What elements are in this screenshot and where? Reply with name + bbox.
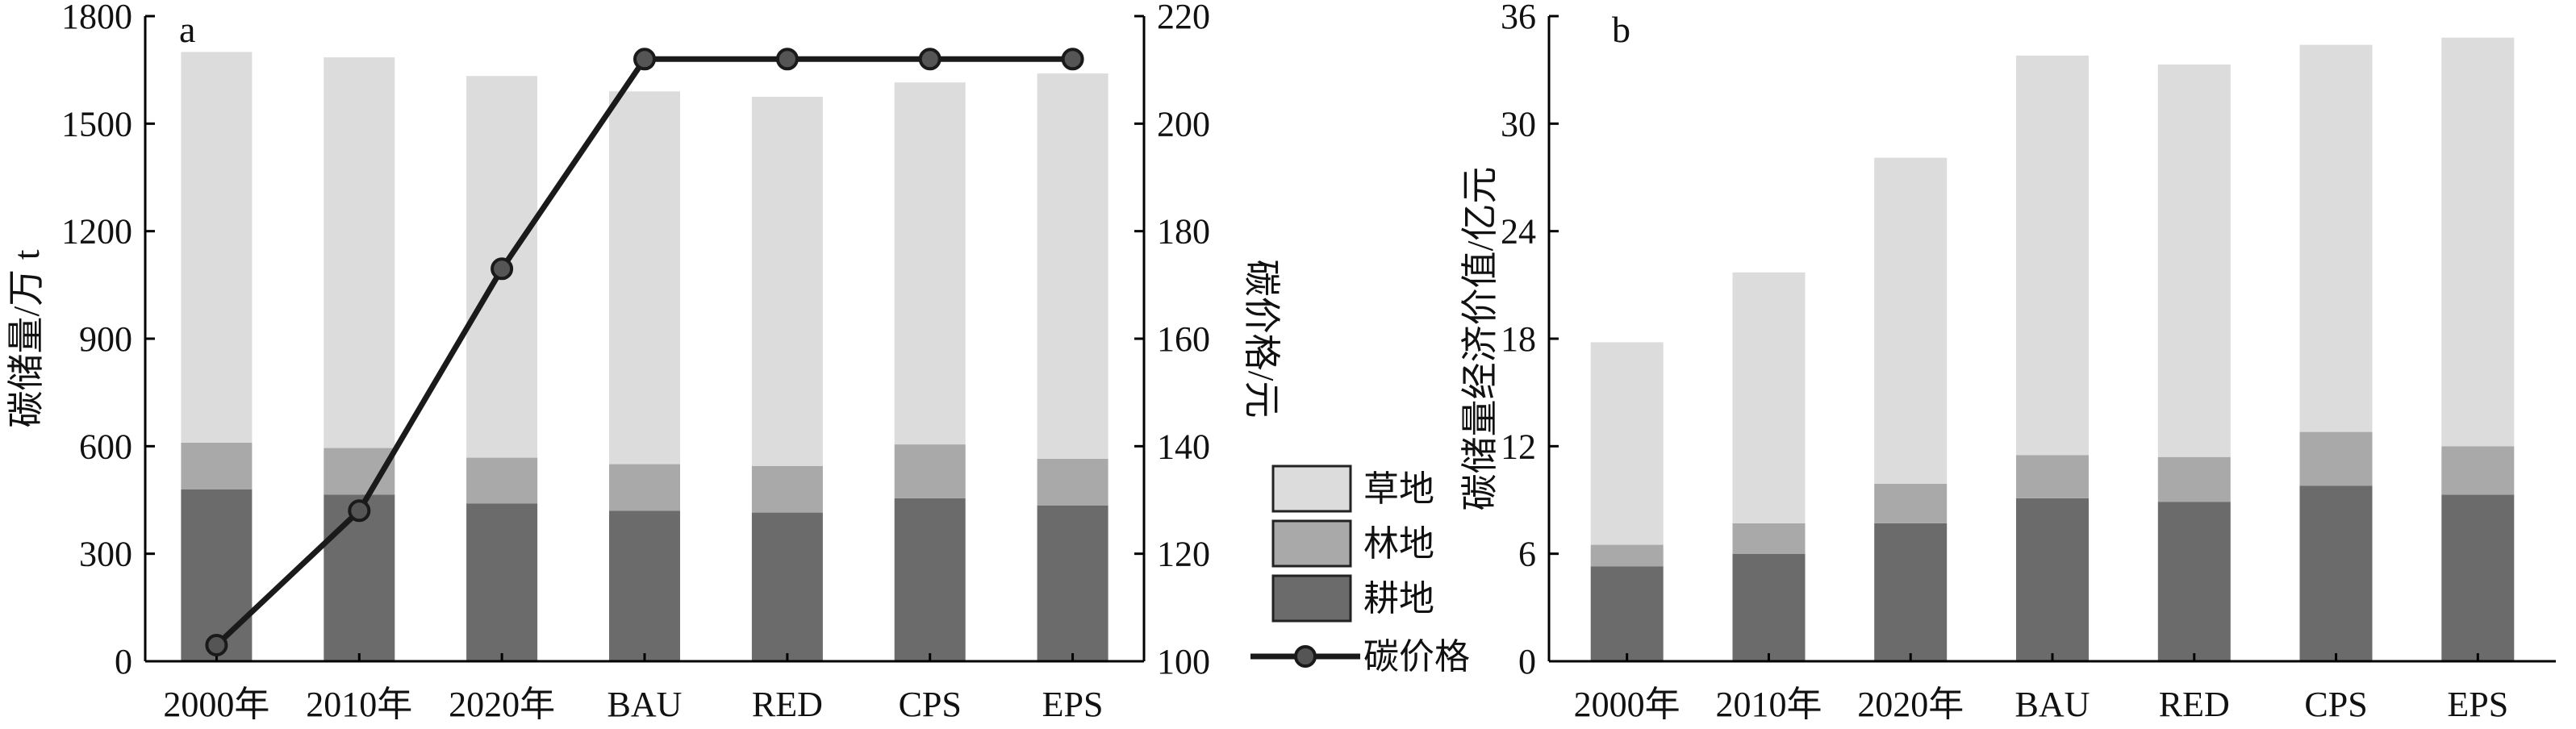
panel-b-chart: 0 6 12 18 24 30 36 2000年 2010年 2020年 BAU RED CPS EPS b…	[1459, 0, 2556, 724]
bar-panel-b-cat0-series0	[1590, 566, 1664, 661]
x-tick-label: RED	[752, 685, 823, 724]
y-tick-label-left: 600	[79, 427, 132, 466]
y-tick-label-left: 18	[1501, 319, 1536, 359]
legend-label-0: 草地	[1363, 469, 1434, 509]
bar-panel-a-cat6-series2	[1037, 73, 1108, 459]
bar-panel-b-cat1-series0	[1732, 553, 1806, 661]
bar-panel-b-cat3-series0	[2016, 498, 2089, 661]
carbon-price-point	[775, 48, 799, 71]
bar-panel-b-cat5-series1	[2299, 431, 2373, 486]
x-tick-label: 2010年	[1715, 685, 1822, 724]
x-tick-label: 2020年	[1857, 685, 1964, 724]
y-tick-label-left: 1800	[61, 0, 132, 36]
y-tick-label-left: 36	[1501, 0, 1536, 36]
y-axis-label-left: 碳储量/万 t	[6, 249, 47, 427]
bar-panel-a-cat5-series1	[894, 444, 966, 498]
carbon-price-point	[918, 48, 941, 71]
bar-panel-a-cat0-series1	[181, 442, 253, 489]
legend-label-1: 林地	[1363, 524, 1434, 564]
bar-panel-b-cat1-series1	[1732, 523, 1806, 554]
x-tick-label: 2010年	[306, 685, 412, 724]
bar-panel-b-cat2-series0	[1874, 523, 1948, 661]
legend-swatch-1	[1271, 519, 1352, 568]
bar-panel-a-cat2-series1	[466, 457, 538, 504]
y-tick-label-left: 300	[79, 535, 132, 574]
legend-swatch-0	[1271, 464, 1352, 513]
bar-panel-b-cat3-series1	[2016, 455, 2089, 498]
y-axis-label-left: 碳储量经济价值/亿元	[1459, 167, 1501, 511]
y-tick-label-right: 180	[1157, 212, 1210, 252]
carbon-price-point	[1061, 48, 1084, 71]
bar-panel-b-cat0-series1	[1590, 544, 1664, 567]
bar-panel-a-cat3-series1	[609, 464, 680, 511]
y-tick-label-left: 0	[1518, 642, 1536, 681]
bar-panel-b-cat2-series2	[1874, 157, 1948, 484]
bar-panel-a-cat4-series1	[751, 465, 823, 513]
bar-panel-b-cat5-series2	[2299, 44, 2373, 432]
x-tick-label: EPS	[2447, 685, 2508, 724]
y-tick-label-right: 160	[1157, 319, 1210, 359]
bar-panel-a-cat5-series2	[894, 82, 966, 445]
bar-panel-a-cat1-series0	[324, 494, 395, 661]
bar-panel-a-cat6-series1	[1037, 458, 1108, 506]
legend-label-3: 碳价格	[1363, 637, 1470, 677]
bar-panel-a-cat3-series2	[609, 91, 680, 464]
bar-panel-b-cat3-series2	[2016, 55, 2089, 456]
bar-panel-b-cat6-series2	[2441, 37, 2515, 447]
bar-panel-b-cat6-series0	[2441, 494, 2515, 661]
x-tick-label: RED	[2159, 685, 2230, 724]
carbon-price-point	[491, 257, 514, 281]
y-tick-label-left: 1500	[61, 104, 132, 144]
bar-panel-a-cat0-series2	[181, 52, 253, 443]
bar-panel-a-cat5-series0	[894, 498, 966, 661]
y-tick-label-left: 900	[79, 319, 132, 359]
y-tick-label-left: 1200	[61, 212, 132, 252]
bar-panel-b-cat4-series2	[2157, 65, 2231, 457]
y-tick-label-left: 24	[1501, 212, 1536, 252]
y-axis-label-right: 碳价格/元	[1241, 260, 1282, 419]
x-tick-label: 2000年	[1574, 685, 1680, 724]
legend-swatch-2	[1271, 574, 1352, 623]
bar-panel-b-cat2-series1	[1874, 484, 1948, 523]
bar-panel-a-cat1-series2	[324, 57, 395, 448]
x-tick-label: 2020年	[449, 685, 555, 724]
y-tick-label-right: 220	[1157, 0, 1210, 36]
y-tick-label-right: 140	[1157, 427, 1210, 466]
bar-panel-b-cat5-series0	[2299, 485, 2373, 661]
x-tick-label: CPS	[2304, 685, 2367, 724]
carbon-price-point	[633, 48, 656, 71]
bar-panel-b-cat4-series0	[2157, 502, 2231, 661]
bar-panel-a-cat0-series0	[181, 489, 253, 661]
y-tick-label-right: 120	[1157, 535, 1210, 574]
x-tick-label: EPS	[1042, 685, 1104, 724]
legend-label-2: 耕地	[1363, 579, 1434, 619]
y-tick-label-left: 6	[1518, 535, 1536, 574]
y-tick-label-left: 0	[115, 642, 132, 681]
panel-letter: a	[179, 9, 195, 50]
x-tick-label: BAU	[2015, 685, 2090, 724]
panel-letter: b	[1612, 9, 1630, 50]
x-tick-label: 2000年	[163, 685, 269, 724]
bar-panel-a-cat2-series0	[466, 503, 538, 661]
carbon-price-point	[348, 499, 371, 523]
bar-panel-a-cat3-series0	[609, 510, 680, 661]
y-tick-label-left: 30	[1501, 104, 1536, 144]
bar-panel-b-cat4-series1	[2157, 456, 2231, 502]
x-tick-label: CPS	[899, 685, 962, 724]
y-tick-label-right: 200	[1157, 104, 1210, 144]
legend-marker-sample	[1294, 645, 1317, 668]
bar-panel-b-cat1-series2	[1732, 272, 1806, 523]
bar-panel-b-cat0-series2	[1590, 342, 1664, 545]
panel-a-chart: 0 300 600 900 1200 1500 1800 2000年 2010年 2020年 BAU…	[6, 0, 1282, 724]
bar-panel-a-cat6-series0	[1037, 505, 1108, 661]
y-tick-label-left: 12	[1501, 427, 1536, 466]
bar-panel-b-cat6-series1	[2441, 446, 2515, 495]
bar-panel-a-cat4-series0	[751, 512, 823, 661]
bar-panel-a-cat4-series2	[751, 97, 823, 466]
x-tick-label: BAU	[607, 685, 683, 724]
carbon-price-point	[205, 634, 228, 656]
y-tick-label-right: 100	[1157, 642, 1210, 681]
